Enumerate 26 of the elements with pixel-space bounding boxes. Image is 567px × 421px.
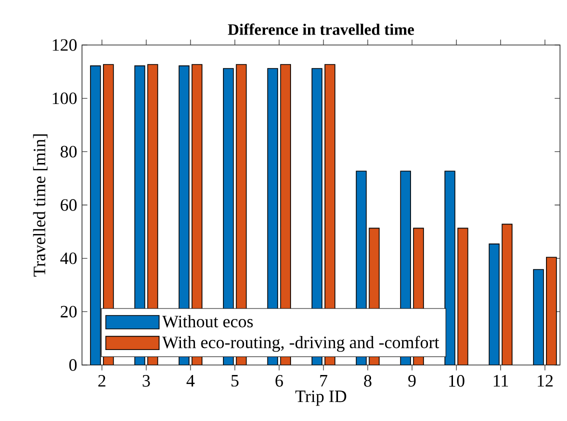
x-tick-label: 8 <box>364 375 372 387</box>
y-tick-label: 60 <box>60 199 77 211</box>
chart-title: Difference in travelled time <box>228 24 414 35</box>
y-tick-label: 20 <box>60 306 77 318</box>
x-tick-label: 6 <box>276 375 283 387</box>
y-tick-label: 40 <box>60 252 77 264</box>
x-tick-label: 12 <box>538 375 553 387</box>
bar <box>457 228 468 365</box>
x-tick-label: 4 <box>186 375 195 386</box>
x-tick-label: 3 <box>142 375 150 387</box>
x-tick-label: 2 <box>98 375 106 387</box>
x-tick-label: 9 <box>408 375 416 387</box>
legend-label: Without ecos <box>162 315 253 328</box>
x-axis-title: Trip ID <box>295 390 346 406</box>
x-tick-label: 10 <box>449 375 464 387</box>
y-tick-label: 120 <box>52 39 77 51</box>
bar <box>488 244 500 365</box>
x-tick-label: 11 <box>494 375 508 386</box>
x-tick-label: 5 <box>232 375 238 387</box>
y-tick-label: 100 <box>52 92 77 104</box>
y-tick-label: 80 <box>60 146 77 158</box>
x-tick-label: 7 <box>320 375 328 386</box>
legend-label: With eco-routing, -driving and -comfort <box>162 336 440 352</box>
y-tick-label: 0 <box>69 359 77 371</box>
bar <box>90 65 101 365</box>
y-axis-title: Travelled time [min] <box>33 134 48 277</box>
